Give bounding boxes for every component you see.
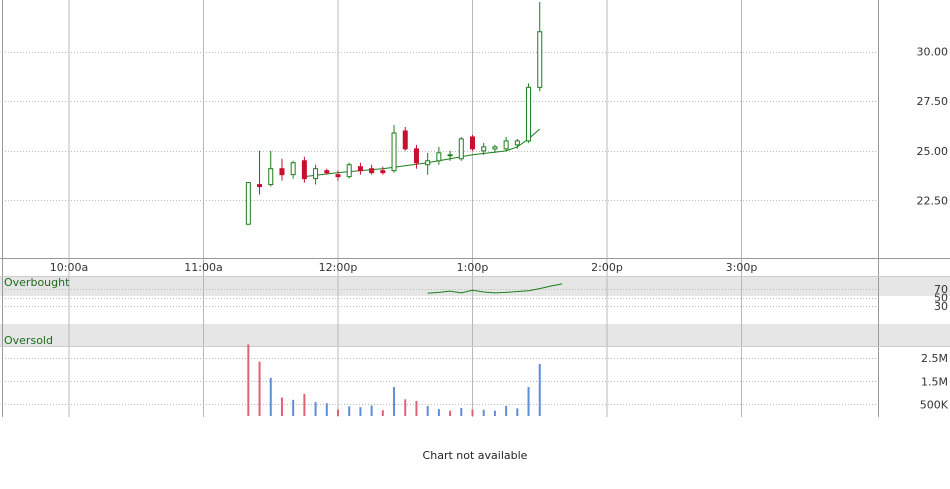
oversold-label: Oversold	[4, 334, 53, 347]
x-tick-label: 1:00p	[457, 261, 489, 274]
candle-body	[369, 168, 375, 174]
overbought-label: Overbought	[4, 276, 70, 289]
candle-body	[503, 140, 509, 150]
candle	[514, 138, 520, 149]
time-axis-band	[0, 258, 950, 276]
x-tick-label: 12:00p	[319, 261, 358, 274]
candle-body	[279, 168, 285, 176]
candle-body	[313, 168, 319, 180]
candle	[537, 1, 543, 92]
candle	[313, 164, 319, 185]
candle	[335, 170, 341, 181]
candle-body	[391, 132, 397, 172]
candle	[290, 160, 296, 179]
candle-body	[537, 31, 543, 88]
candle	[346, 162, 352, 179]
grid-lines	[2, 0, 878, 417]
candle	[357, 162, 363, 175]
candle	[481, 142, 487, 155]
candle	[301, 156, 307, 183]
candle-body	[257, 184, 263, 188]
volume-panel: 2.5M 1.5M 500K	[247, 344, 949, 416]
candle-body	[245, 182, 251, 225]
candle-body	[301, 160, 307, 180]
candle-body	[481, 146, 487, 152]
candle-body	[402, 130, 408, 150]
candle	[458, 136, 464, 161]
candle-body	[470, 136, 475, 150]
chart-unavailable-notice: Chart not available	[422, 449, 528, 462]
candle	[526, 83, 532, 143]
candle-body	[290, 162, 296, 176]
candle-body	[514, 140, 520, 146]
candle	[380, 166, 386, 175]
candle-body	[380, 170, 386, 174]
candle-body	[436, 152, 442, 162]
candle	[369, 164, 375, 175]
moving-average-line	[304, 128, 541, 178]
candle-body	[357, 166, 363, 172]
price-tick-label: 22.50	[917, 194, 949, 207]
candle-body	[268, 168, 274, 186]
candle	[436, 146, 442, 165]
oscillator-line	[427, 283, 563, 294]
x-tick-label: 3:00p	[726, 261, 758, 274]
candle-body	[324, 170, 330, 174]
candle	[324, 168, 330, 175]
candle	[268, 150, 274, 187]
price-tick-label: 30.00	[917, 46, 949, 59]
candle-body	[425, 160, 431, 166]
candle-body	[492, 146, 498, 150]
candle	[425, 152, 431, 175]
candle	[402, 127, 408, 151]
candle	[492, 144, 498, 153]
candle	[503, 136, 509, 151]
osc-tick-label: 70	[934, 283, 948, 296]
volume-tick-label: 2.5M	[921, 352, 948, 365]
x-tick-label: 11:00a	[184, 261, 222, 274]
oversold-band	[0, 324, 950, 346]
candle-body	[447, 154, 453, 157]
candle	[470, 134, 475, 151]
candle-body	[526, 86, 532, 142]
price-axis: 22.50 25.00 27.50 30.00	[917, 46, 949, 208]
osc-tick-label: 50	[934, 292, 948, 305]
candle-body	[413, 148, 419, 164]
moving-average	[304, 128, 541, 178]
osc-tick-label: 30	[934, 300, 948, 313]
overbought-band	[0, 276, 950, 296]
candle	[245, 182, 251, 225]
candle-body	[335, 174, 341, 178]
volume-tick-label: 1.5M	[921, 375, 948, 388]
panel-backgrounds	[0, 258, 950, 346]
volume-tick-label: 500K	[920, 398, 949, 411]
candle	[391, 125, 397, 173]
price-tick-label: 25.00	[917, 145, 949, 158]
candles	[245, 1, 543, 225]
candle-body	[458, 138, 464, 160]
x-tick-label: 2:00p	[591, 261, 623, 274]
candle	[447, 150, 453, 161]
candle	[413, 144, 419, 169]
chart-frame	[0, 0, 950, 417]
x-tick-label: 10:00a	[50, 261, 88, 274]
candle	[257, 150, 263, 195]
price-tick-label: 27.50	[917, 95, 949, 108]
stock-chart: 10:00a 11:00a 12:00p 1:00p 2:00p 3:00p 22.502…	[0, 0, 950, 417]
candle-body	[346, 164, 352, 178]
candle	[279, 158, 285, 181]
time-axis: 10:00a 11:00a 12:00p 1:00p 2:00p 3:00p	[50, 261, 758, 274]
